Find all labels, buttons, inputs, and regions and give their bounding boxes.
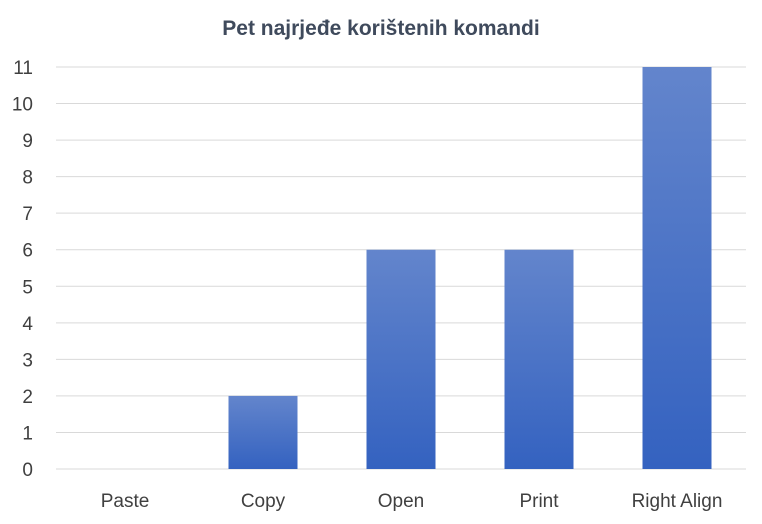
y-tick-label: 1 — [22, 423, 33, 444]
y-tick-label: 8 — [22, 168, 33, 189]
y-tick-label: 4 — [22, 314, 33, 335]
y-tick-label: 11 — [13, 58, 33, 79]
x-category-label: Copy — [241, 491, 286, 512]
bar-copy — [228, 395, 298, 469]
y-tick-label: 5 — [22, 277, 33, 298]
x-category-label: Paste — [101, 491, 150, 512]
bar-open — [366, 249, 436, 469]
x-axis: Paste Copy Open Print Right Align — [101, 491, 723, 512]
x-category-label: Right Align — [632, 491, 723, 512]
bar-print — [504, 249, 574, 469]
x-category-label: Print — [519, 491, 559, 512]
y-axis: 0 1 2 3 4 5 6 7 8 9 10 11 — [12, 58, 34, 481]
y-tick-label: 2 — [22, 387, 33, 408]
y-tick-label: 9 — [22, 131, 33, 152]
x-category-label: Open — [378, 491, 424, 512]
bar-right-align — [642, 67, 712, 469]
y-tick-label: 0 — [22, 460, 33, 481]
y-tick-label: 7 — [22, 204, 33, 225]
chart-title: Pet najrjeđe korištenih komandi — [222, 17, 539, 40]
y-tick-label: 3 — [22, 350, 33, 371]
y-tick-label: 10 — [12, 95, 33, 116]
y-tick-label: 6 — [22, 241, 33, 262]
bars — [228, 67, 712, 469]
